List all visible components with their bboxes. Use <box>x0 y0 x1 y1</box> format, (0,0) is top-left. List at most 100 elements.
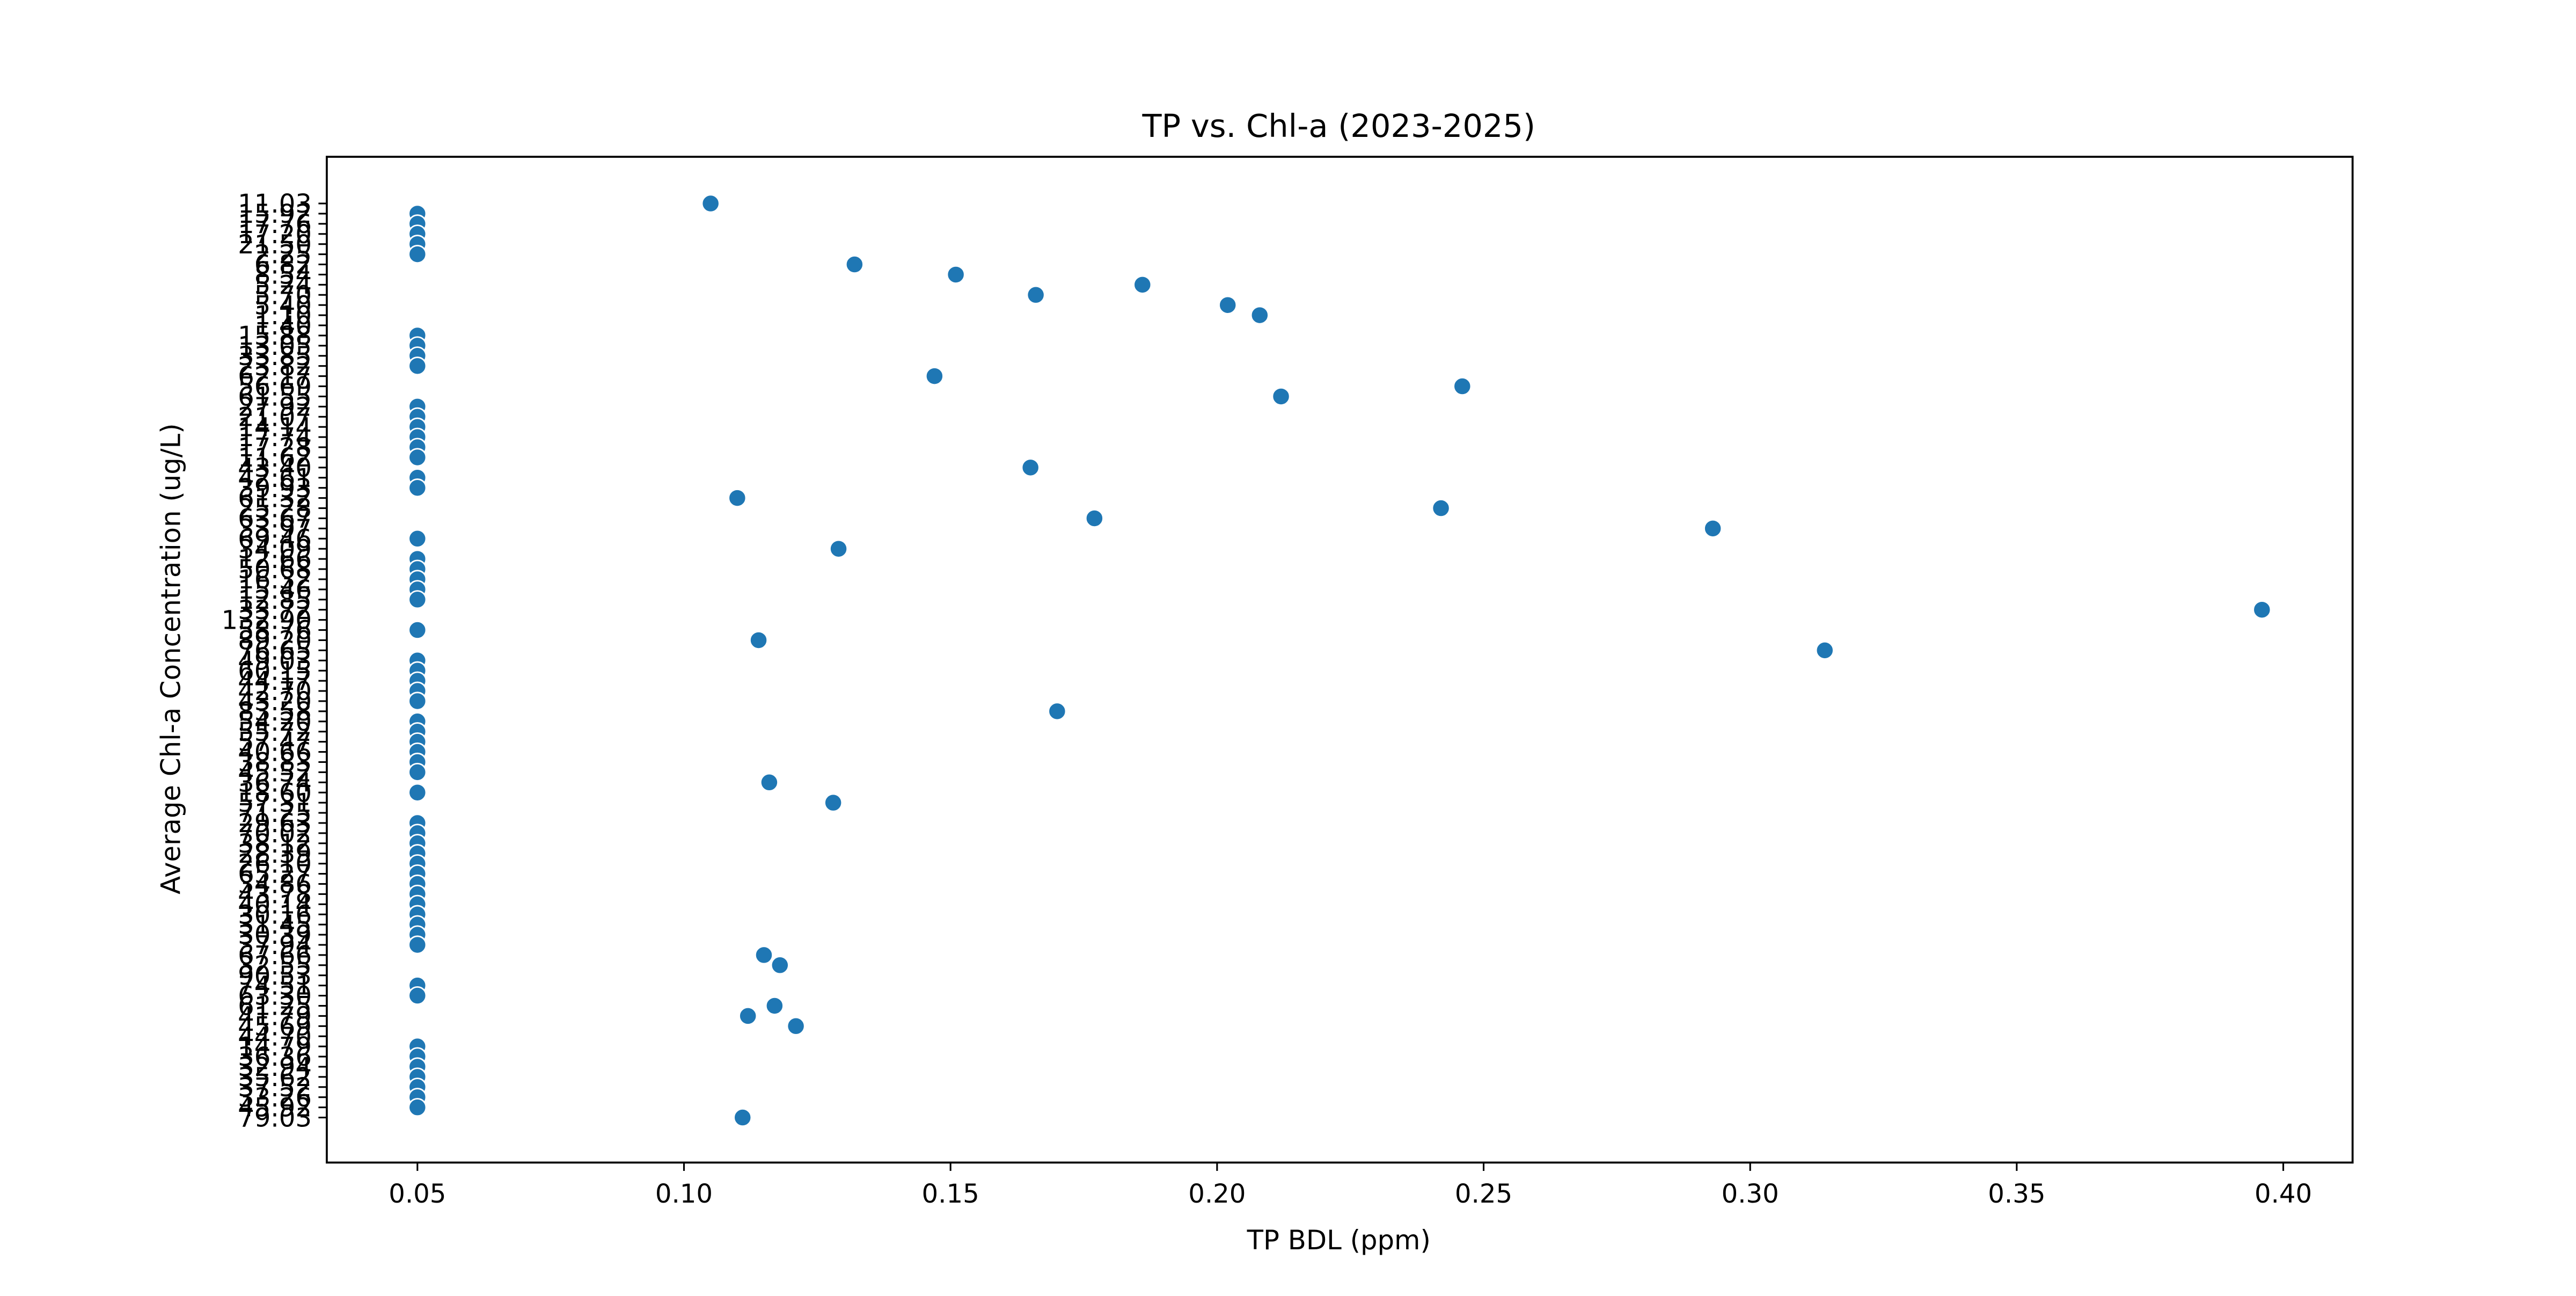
y-tick-label: 54.20 <box>238 707 312 737</box>
data-point <box>770 956 789 975</box>
x-tick-label: 0.35 <box>1988 1179 2045 1209</box>
y-tick-label: 63.67 <box>238 504 312 534</box>
y-tick-label: 21.50 <box>238 230 312 260</box>
x-tick-label: 0.15 <box>922 1179 979 1209</box>
data-point <box>759 773 779 792</box>
y-tick-label: 44.70 <box>238 1022 312 1052</box>
y-tick-label: 13.05 <box>238 331 312 361</box>
y-tick-label: 36.36 <box>238 1042 312 1072</box>
y-tick-label: 12.85 <box>238 585 312 615</box>
y-tick-label: 57.31 <box>238 788 312 818</box>
y-tick-label: 18.60 <box>238 778 312 808</box>
y-tick-label: 21.07 <box>238 402 312 432</box>
y-tick-label: 63.30 <box>238 981 312 1011</box>
data-point <box>408 356 427 376</box>
y-tick-label: 11.62 <box>238 443 312 473</box>
y-tick-label: 33.72 <box>238 595 312 625</box>
y-tick-label: 28.39 <box>238 839 312 869</box>
data-point <box>2252 600 2272 620</box>
y-tick-label: 45.69 <box>238 1011 312 1042</box>
data-point <box>408 1098 427 1117</box>
y-tick-label: 69.46 <box>238 524 312 554</box>
y-axis-label: Average Chl-a Concentration (ug/L) <box>156 423 187 894</box>
y-tick-label: 32.94 <box>238 1052 312 1082</box>
data-point <box>1703 519 1723 538</box>
y-tick-label: 60.15 <box>238 656 312 686</box>
y-tick-label: 33.85 <box>238 341 312 372</box>
data-point <box>765 996 784 1016</box>
y-tick-label: 34.09 <box>238 534 312 564</box>
y-tick-label: 58.76 <box>238 616 312 646</box>
y-tick-label: 5.24 <box>254 270 312 300</box>
y-tick-label: 17.28 <box>238 433 312 463</box>
data-point <box>408 620 427 640</box>
y-tick-label: 55.72 <box>238 717 312 747</box>
y-tick-label: 61.55 <box>238 382 312 412</box>
y-tick-label: 42.70 <box>238 676 312 707</box>
y-tick-label: 33.97 <box>238 514 312 544</box>
x-axis-ticks: 0.05 0.10 0.15 0.20 0.25 0.30 0.35 0.40 <box>389 1162 2312 1209</box>
data-point <box>408 986 427 1006</box>
data-point <box>408 245 427 264</box>
y-tick-label: 89.20 <box>238 626 312 656</box>
data-point <box>1271 387 1291 406</box>
plot-area-frame <box>326 156 2354 1164</box>
y-tick-label: 25.28 <box>238 494 312 524</box>
data-point <box>738 1006 758 1025</box>
data-point <box>1085 508 1104 528</box>
y-tick-label: 37.94 <box>238 930 312 960</box>
data-point <box>824 793 843 812</box>
x-axis-label: TP BDL (ppm) <box>1247 1225 1431 1256</box>
y-tick-label: 34.86 <box>238 870 312 900</box>
y-tick-label: 37.52 <box>238 1073 312 1103</box>
x-tick-label: 0.25 <box>1455 1179 1512 1209</box>
y-tick-label: 38.12 <box>238 829 312 859</box>
data-points <box>408 194 2272 1127</box>
y-tick-label: 12.66 <box>238 544 312 574</box>
y-tick-label: 44.17 <box>238 666 312 696</box>
data-point <box>925 367 944 386</box>
chart-title: TP vs. Chl-a (2023-2025) <box>1141 107 1535 144</box>
y-tick-label: 71.25 <box>238 798 312 828</box>
y-tick-label: 38.83 <box>238 748 312 778</box>
y-tick-label: 27.92 <box>238 392 312 422</box>
data-point <box>733 1108 752 1127</box>
y-tick-label: 16.32 <box>238 565 312 595</box>
y-tick-label: 90.53 <box>238 961 312 991</box>
y-tick-label: 83.58 <box>238 697 312 727</box>
data-point <box>1453 376 1472 396</box>
data-point <box>408 935 427 955</box>
y-tick-label: 14.14 <box>238 412 312 442</box>
y-tick-label: 61.32 <box>238 484 312 514</box>
y-tick-label: 31.45 <box>238 910 312 940</box>
y-tick-label: 74.51 <box>238 971 312 1001</box>
data-point <box>946 265 965 285</box>
y-tick-label: 42.61 <box>238 463 312 493</box>
x-tick-label: 0.40 <box>2255 1179 2312 1209</box>
y-tick-label: 15.88 <box>238 321 312 351</box>
data-point <box>1815 640 1834 660</box>
data-point <box>408 691 427 711</box>
y-tick-label: 36.74 <box>238 768 312 798</box>
data-point <box>728 489 747 508</box>
y-tick-label: 50.68 <box>238 555 312 585</box>
y-tick-label: 43.20 <box>238 687 312 717</box>
data-point <box>786 1016 806 1036</box>
y-tick-label: 43.78 <box>238 879 312 909</box>
y-tick-label: 33.26 <box>238 1083 312 1113</box>
y-tick-label: 5.70 <box>254 280 312 310</box>
y-tick-label: 41.79 <box>238 1001 312 1031</box>
y-tick-label: 17.76 <box>238 209 312 239</box>
y-tick-label: 79.03 <box>238 1103 312 1133</box>
y-tick-label: 45.92 <box>238 1093 312 1123</box>
data-point <box>1048 702 1067 721</box>
data-point <box>829 539 848 558</box>
data-point <box>1133 275 1152 294</box>
y-tick-label: 43.40 <box>238 453 312 483</box>
y-axis-ticks: 11.0315.9217.7617.2021.502.256.828.545.2… <box>222 189 327 1133</box>
y-tick-label: 15.46 <box>238 575 312 605</box>
y-tick-label: 5.40 <box>254 290 312 321</box>
y-tick-label: 6.82 <box>254 250 312 280</box>
